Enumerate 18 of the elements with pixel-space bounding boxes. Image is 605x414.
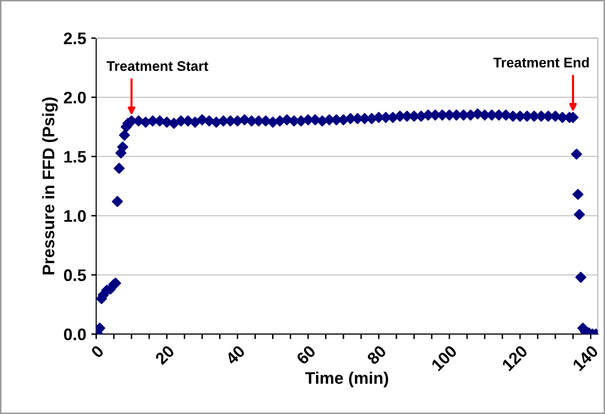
x-tick-label: 0 xyxy=(90,344,104,359)
y-tick-label: 0.5 xyxy=(64,269,86,282)
y-tick-label: 0.0 xyxy=(64,328,86,340)
x-tick-label: 120 xyxy=(501,344,528,372)
annotation: Treatment End xyxy=(493,57,589,68)
x-tick-label: 60 xyxy=(296,344,316,366)
y-tick-label: 2.0 xyxy=(64,92,86,104)
y-axis-title: Pressure in FFD (Psig) xyxy=(42,98,58,274)
x-tick-label: 80 xyxy=(366,344,387,366)
x-tick-label: 20 xyxy=(154,344,176,366)
y-tick-label: 2.5 xyxy=(64,32,86,44)
x-tick-label: 100 xyxy=(430,344,458,372)
x-tick-label: 140 xyxy=(572,344,599,372)
y-tick-label: 1.0 xyxy=(64,210,86,222)
annotation: Treatment Start xyxy=(106,61,208,72)
x-tick-label: 40 xyxy=(224,344,246,366)
x-axis-title: Time (min) xyxy=(305,372,388,388)
y-tick-label: 1.5 xyxy=(64,151,86,163)
